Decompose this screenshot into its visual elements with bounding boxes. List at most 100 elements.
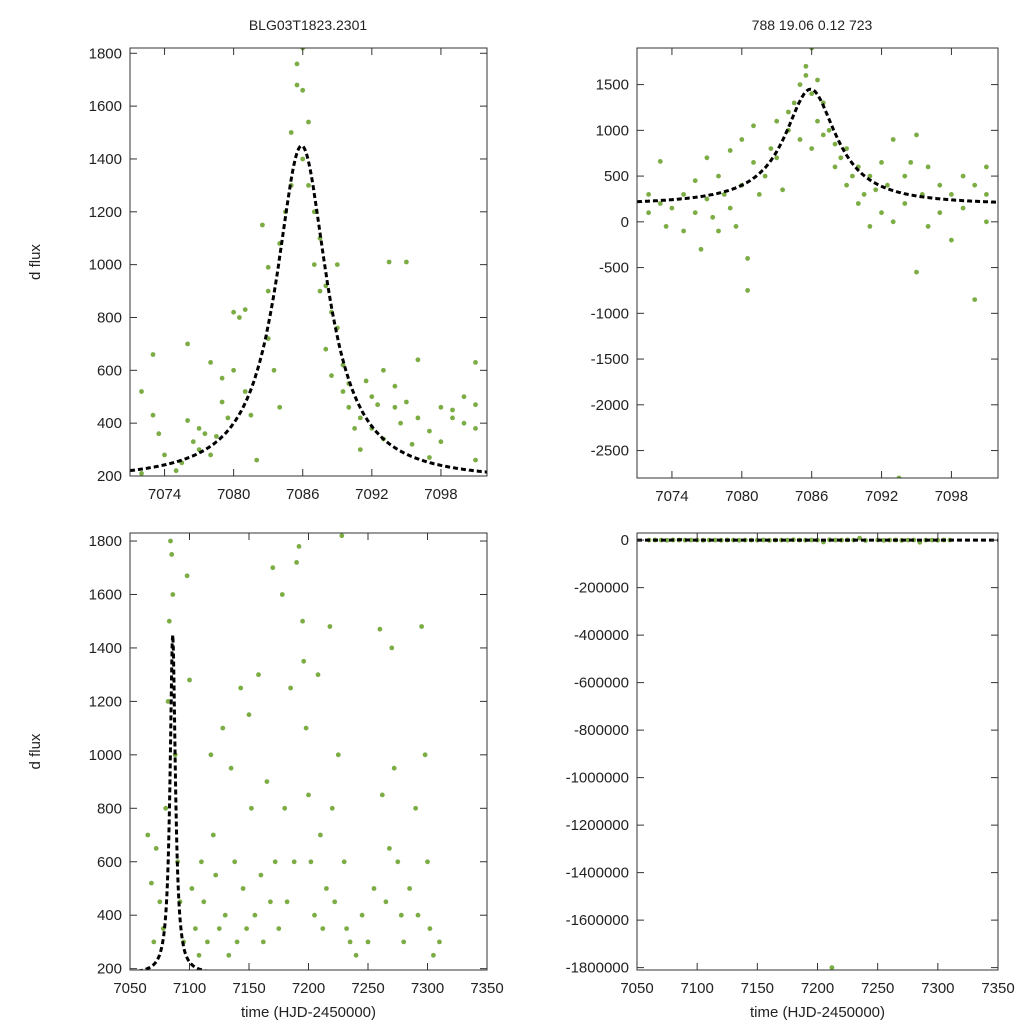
data-point xyxy=(745,288,750,293)
data-point xyxy=(844,182,849,188)
data-point xyxy=(704,196,710,202)
data-point xyxy=(300,156,306,162)
y-tick-label: 800 xyxy=(97,800,122,817)
y-tick-label: 1400 xyxy=(89,640,122,657)
data-point xyxy=(704,155,710,161)
data-point xyxy=(797,82,803,87)
data-point xyxy=(450,415,455,421)
data-point xyxy=(857,535,862,541)
x-tick-label: 7250 xyxy=(861,980,894,997)
data-point xyxy=(300,87,306,93)
data-point xyxy=(885,182,890,188)
y-tick-label: 1200 xyxy=(89,204,122,221)
data-point xyxy=(473,360,478,365)
data-point xyxy=(318,832,323,838)
x-tick-label: 7086 xyxy=(286,486,319,503)
data-point xyxy=(379,792,385,798)
data-point xyxy=(716,228,721,234)
data-point xyxy=(984,164,989,170)
data-point xyxy=(240,886,246,891)
data-point xyxy=(303,725,309,731)
data-point xyxy=(844,146,849,152)
data-point xyxy=(925,224,931,229)
data-point xyxy=(306,119,311,125)
data-point xyxy=(258,872,264,878)
data-point xyxy=(170,592,176,597)
x-tick-label: 7200 xyxy=(801,980,834,997)
data-point xyxy=(306,183,311,188)
data-point xyxy=(663,224,669,229)
data-point xyxy=(669,205,675,211)
data-point xyxy=(896,475,902,478)
x-tick-label: 7200 xyxy=(292,980,325,997)
data-point xyxy=(867,224,873,229)
data-point xyxy=(850,173,855,179)
plot-frame xyxy=(129,47,488,477)
data-point xyxy=(300,618,305,624)
data-point xyxy=(972,297,978,302)
data-point xyxy=(165,699,171,704)
data-point xyxy=(265,264,271,270)
data-point xyxy=(335,752,341,758)
x-tick-label: 7080 xyxy=(725,488,758,505)
data-point xyxy=(383,899,389,905)
data-points xyxy=(145,533,442,958)
y-tick-label: -1600000 xyxy=(566,912,629,929)
data-point xyxy=(371,886,377,891)
data-point xyxy=(809,537,814,543)
data-point xyxy=(296,544,302,549)
x-tick-label: 7080 xyxy=(217,486,250,503)
data-point xyxy=(332,899,338,905)
data-point xyxy=(415,357,421,363)
panel-top-left: 200 400 600 800 1000 1200 1400 1600 1800 7074 7080… xyxy=(27,45,488,503)
data-point xyxy=(145,832,151,838)
x-tick-label: 7100 xyxy=(680,980,713,997)
right-panel-title: 788 19.06 0.12 723 xyxy=(752,17,873,33)
data-point xyxy=(308,859,314,865)
data-point xyxy=(389,645,395,651)
data-point xyxy=(415,415,421,421)
data-point xyxy=(404,259,409,265)
data-point xyxy=(173,468,179,474)
data-point xyxy=(216,926,222,931)
data-point xyxy=(323,346,329,352)
y-tick-label: 1600 xyxy=(89,98,122,115)
data-point xyxy=(937,210,943,216)
data-point xyxy=(646,210,651,216)
data-point xyxy=(375,402,380,408)
data-point xyxy=(282,805,288,811)
data-point xyxy=(427,428,432,434)
data-point xyxy=(960,205,966,211)
y-tick-label: 500 xyxy=(604,168,629,185)
data-point xyxy=(791,100,797,106)
data-point xyxy=(311,262,317,267)
x-tick-label: 7050 xyxy=(113,980,146,997)
data-point xyxy=(352,426,357,431)
data-point xyxy=(279,592,285,597)
data-point xyxy=(185,418,191,423)
data-point xyxy=(329,373,334,378)
data-point xyxy=(751,160,756,165)
data-point xyxy=(461,420,467,426)
data-point xyxy=(162,452,167,458)
data-point xyxy=(768,146,774,152)
x-tick-label: 7100 xyxy=(173,980,206,997)
data-point xyxy=(745,256,750,261)
data-point xyxy=(264,779,270,784)
data-point xyxy=(306,792,311,798)
data-point xyxy=(833,537,838,543)
x-tick-label: 7150 xyxy=(232,980,265,997)
x-axis-title: time (HJD-2450000) xyxy=(241,1004,376,1021)
data-point xyxy=(391,765,397,771)
data-point xyxy=(214,434,219,439)
y-tick-label: -1500 xyxy=(591,351,629,368)
x-tick-label: 7350 xyxy=(981,980,1014,997)
data-points xyxy=(646,48,989,478)
panels: 200 400 600 800 1000 1200 1400 1600 1800 7074 7080… xyxy=(27,45,1015,1021)
data-point xyxy=(139,389,144,394)
data-point xyxy=(437,939,442,945)
data-point xyxy=(150,412,156,418)
data-point xyxy=(363,378,369,384)
data-point xyxy=(404,399,409,405)
y-tick-label: 1500 xyxy=(596,77,629,94)
